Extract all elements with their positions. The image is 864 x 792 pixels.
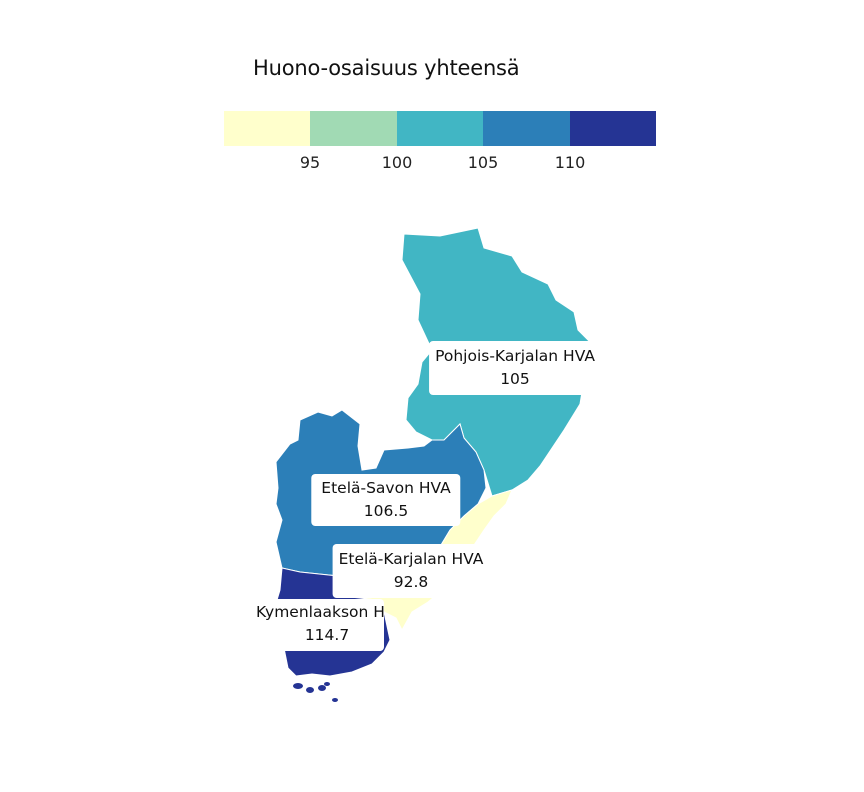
label-pohjois-karjala: Pohjois-Karjalan HVA 105	[429, 341, 601, 395]
label-etela-karjala-value: 92.8	[393, 573, 429, 591]
legend-tick-100: 100	[381, 153, 413, 172]
legend-swatch-1	[224, 111, 311, 146]
label-etela-savo-name: Etelä-Savon HVA	[321, 479, 451, 497]
legend-color-bar	[224, 111, 656, 146]
label-kymenlaakso-value: 114.7	[304, 626, 350, 644]
island-4	[324, 682, 330, 686]
label-pohjois-karjala-value: 105	[500, 370, 530, 388]
legend-swatch-3	[396, 111, 484, 146]
legend-tick-110: 110	[554, 153, 586, 172]
island-5	[332, 698, 338, 702]
label-etela-savo-value: 106.5	[363, 502, 409, 520]
island-1	[293, 683, 303, 689]
label-etela-karjala: Etelä-Karjalan HVA 92.8	[332, 544, 490, 598]
legend-swatch-2	[310, 111, 397, 146]
legend-swatch-5	[569, 111, 656, 146]
island-3	[318, 685, 326, 691]
label-etela-karjala-name: Etelä-Karjalan HVA	[338, 550, 484, 568]
label-etela-savo: Etelä-Savon HVA 106.5	[311, 474, 461, 526]
label-kymenlaakso-name: Kymenlaakson HVA	[256, 603, 384, 621]
island-2	[306, 687, 314, 693]
label-kymenlaakso: Kymenlaakson HVA 114.7	[256, 599, 384, 651]
legend-title: Huono-osaisuus yhteensä	[253, 56, 520, 80]
legend-swatch-4	[483, 111, 570, 146]
legend-tick-105: 105	[467, 153, 499, 172]
label-pohjois-karjala-name: Pohjois-Karjalan HVA	[435, 347, 595, 365]
legend-tick-95: 95	[299, 153, 321, 172]
